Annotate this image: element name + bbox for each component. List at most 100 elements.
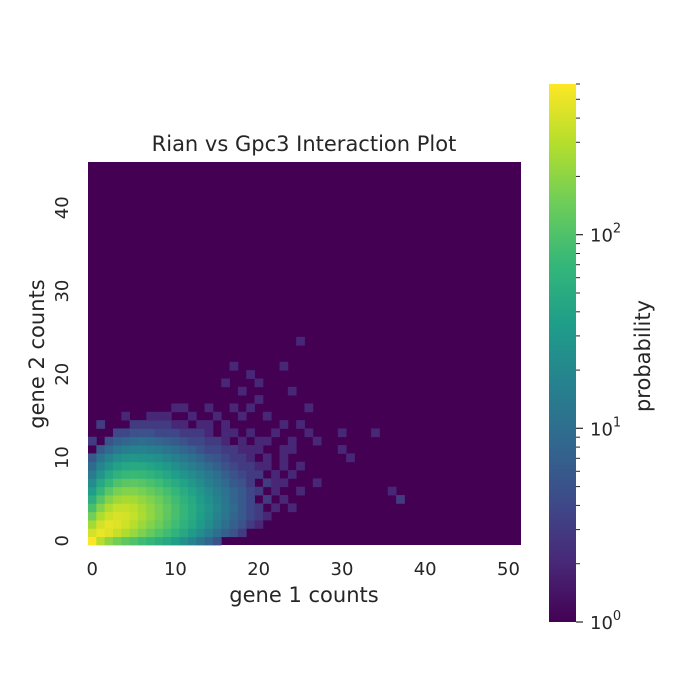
y-axis-ticks: 0 10 20 30 40 [52,196,73,546]
heatmap-cell [137,511,147,521]
heatmap-cell [204,528,214,538]
heatmap-cell [162,470,172,479]
heatmap-cell [287,503,297,513]
heatmap-cell [237,478,247,488]
heatmap-cell [212,520,222,529]
heatmap-cell [129,528,139,538]
heatmap-cell [154,486,164,496]
heatmap-cell [237,453,247,463]
heatmap-cell [88,436,97,446]
heatmap-cell [112,495,122,504]
heatmap-cell [154,511,164,521]
heatmap-cell [262,453,272,463]
heatmap-cell [162,536,172,546]
heatmap-cell [154,528,164,538]
heatmap-cell [254,470,264,479]
heatmap-cell [146,420,156,429]
heatmap-cell [221,528,230,538]
heatmap-cell [237,470,247,479]
heatmap-cell [246,453,255,463]
heatmap-cell [154,503,164,513]
heatmap-cell [171,461,180,471]
heatmap-cell [312,478,322,488]
heatmap-cell [212,536,222,546]
heatmap-cell [187,445,197,454]
heatmap-cell [179,478,189,488]
heatmap-cell [129,503,139,513]
heatmap-cell [204,478,214,488]
heatmap-cells [88,336,405,546]
heatmap-cell [196,470,205,479]
heatmap-cell [112,436,122,446]
heatmap-cell [137,453,147,463]
heatmap-cell [137,520,147,529]
heatmap-cell [221,486,230,496]
heatmap-cell [204,445,214,454]
heatmap-cell [229,361,239,371]
heatmap-cell [221,378,230,388]
heatmap-cell [137,436,147,446]
heatmap-cell [162,495,172,504]
heatmap-cell [171,436,180,446]
x-tick-label: 40 [414,559,437,580]
heatmap-cell [304,403,314,413]
heatmap-cell [237,386,247,396]
heatmap-cell [246,470,255,479]
heatmap-cell [129,495,139,504]
heatmap-cell [121,520,131,529]
heatmap-cell [154,445,164,454]
heatmap-cell [221,470,230,479]
heatmap-cell [179,536,189,546]
heatmap-cell [254,461,264,471]
heatmap-cell [187,453,197,463]
heatmap-cell [154,428,164,438]
heatmap-cell [96,461,106,471]
heatmap-cell [254,486,264,496]
heatmap-cell [162,428,172,438]
heatmap-cell [121,453,131,463]
heatmap-cell [279,445,289,454]
heatmap-cell [146,478,156,488]
heatmap-cell [129,436,139,446]
heatmap-cell [279,478,289,488]
heatmap-cell [137,478,147,488]
heatmap-cell [229,428,239,438]
colorbar-label: probability [631,300,655,412]
heatmap-cell [171,536,180,546]
x-axis-ticks: 0 10 20 30 40 50 [86,559,519,580]
heatmap-cell [237,486,247,496]
colorbar-tick-label: 102 [590,222,621,247]
heatmap-cell [296,420,305,429]
heatmap-cell [221,503,230,513]
heatmap-cell [221,436,230,446]
heatmap-cell [271,478,280,488]
heatmap-cell [104,486,114,496]
heatmap-cell [229,528,239,538]
heatmap-cell [179,511,189,521]
heatmap-cell [171,403,180,413]
heatmap-cell [237,520,247,529]
heatmap-cell [162,411,172,421]
heatmap-cell [229,511,239,521]
y-tick-label: 10 [52,446,73,469]
heatmap-cell [129,453,139,463]
heatmap-cell [121,436,131,446]
heatmap-cell [204,495,214,504]
heatmap-cell [229,445,239,454]
heatmap-cell [171,486,180,496]
heatmap-cell [162,461,172,471]
heatmap-cell [121,461,131,471]
heatmap-cell [171,470,180,479]
heatmap-cell [146,528,156,538]
heatmap-cell [121,445,131,454]
heatmap-cell [229,520,239,529]
heatmap-cell [146,520,156,529]
heatmap-cell [129,470,139,479]
heatmap-cell [112,453,122,463]
heatmap-cell [229,403,239,413]
heatmap-cell [237,445,247,454]
heatmap-cell [154,461,164,471]
heatmap-cell [212,528,222,538]
heatmap-cell [171,478,180,488]
heatmap-cell [129,461,139,471]
